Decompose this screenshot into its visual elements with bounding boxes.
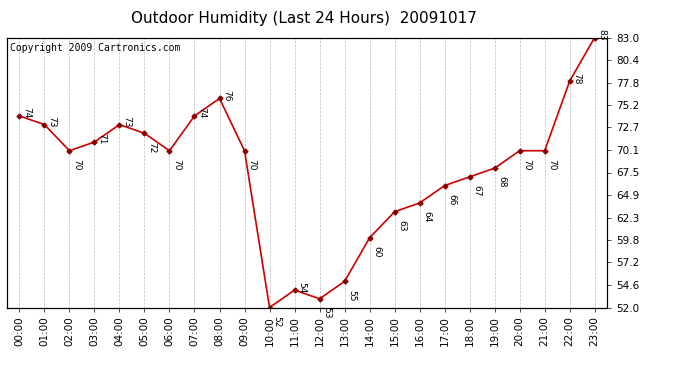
- Text: 76: 76: [222, 90, 231, 102]
- Text: 54: 54: [297, 282, 306, 293]
- Text: 74: 74: [197, 107, 206, 119]
- Text: 72: 72: [147, 141, 156, 153]
- Text: 67: 67: [473, 185, 482, 196]
- Text: 70: 70: [547, 159, 556, 170]
- Text: 70: 70: [522, 159, 531, 170]
- Text: 60: 60: [373, 246, 382, 258]
- Text: Outdoor Humidity (Last 24 Hours)  20091017: Outdoor Humidity (Last 24 Hours) 2009101…: [130, 11, 477, 26]
- Text: 55: 55: [347, 290, 356, 301]
- Text: 63: 63: [397, 220, 406, 231]
- Text: 68: 68: [497, 176, 506, 188]
- Text: 70: 70: [172, 159, 181, 170]
- Text: 71: 71: [97, 134, 106, 145]
- Text: 70: 70: [247, 159, 256, 170]
- Text: 73: 73: [122, 116, 131, 128]
- Text: 73: 73: [47, 116, 56, 128]
- Text: 52: 52: [273, 316, 282, 327]
- Text: 66: 66: [447, 194, 456, 205]
- Text: 64: 64: [422, 211, 431, 222]
- Text: 53: 53: [322, 307, 331, 318]
- Text: 78: 78: [573, 72, 582, 84]
- Text: Copyright 2009 Cartronics.com: Copyright 2009 Cartronics.com: [10, 43, 180, 53]
- Text: 70: 70: [72, 159, 81, 170]
- Text: 83: 83: [598, 29, 607, 40]
- Text: 74: 74: [22, 107, 31, 119]
